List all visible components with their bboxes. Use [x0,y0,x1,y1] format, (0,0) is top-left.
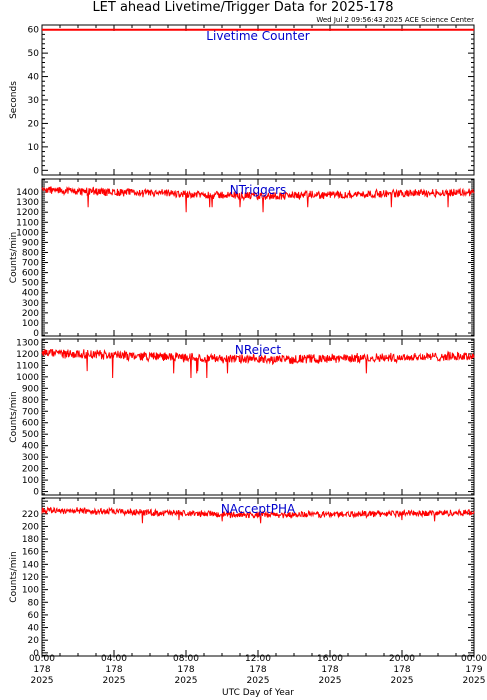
x-tick-year: 2025 [463,676,486,686]
y-tick-label: 50 [28,49,40,59]
y-tick-label: 900 [22,238,39,248]
x-tick-day: 178 [177,665,194,675]
timestamp: Wed Jul 2 09:56:43 2025 ACE Science Cent… [316,16,474,24]
y-tick-label: 80 [28,598,40,608]
y-tick-label: 220 [22,510,39,520]
y-tick-label: 500 [22,279,39,289]
y-tick-label: 60 [28,26,40,36]
x-tick-day: 178 [393,665,410,675]
x-tick-day: 179 [465,665,482,675]
y-tick-label: 1100 [16,218,39,228]
y-tick-label: 0 [33,329,39,339]
series-label: NReject [235,343,281,357]
x-tick-time: 08:00 [173,654,199,664]
y-tick-label: 100 [22,586,39,596]
y-axis-label: Seconds [9,81,19,119]
y-tick-label: 1000 [16,373,39,383]
y-tick-label: 1100 [16,361,39,371]
panel-frame [41,24,475,176]
x-axis-labels: 00:00178202504:00178202508:00178202512:0… [29,654,487,686]
y-tick-label: 1200 [16,350,39,360]
x-tick-day: 178 [321,665,338,675]
y-tick-label: 30 [28,96,40,106]
y-tick-label: 0 [33,166,39,176]
y-tick-label: 180 [22,535,39,545]
x-tick-time: 20:00 [389,654,415,664]
y-tick-label: 40 [28,73,40,83]
y-tick-label: 300 [22,453,39,463]
panel-frame [41,178,475,337]
x-tick-year: 2025 [103,676,126,686]
y-tick-label: 900 [22,384,39,394]
y-tick-label: 600 [22,419,39,429]
y-tick-label: 40 [28,624,40,634]
y-tick-label: 1300 [16,198,39,208]
y-tick-label: 140 [22,560,39,570]
y-axis-label: Counts/min [9,551,19,602]
y-tick-label: 300 [22,299,39,309]
x-tick-day: 178 [33,665,50,675]
series-label: NAcceptPHA [221,502,296,516]
y-tick-label: 0 [33,649,39,659]
y-tick-label: 700 [22,407,39,417]
figure-title: LET ahead Livetime/Trigger Data for 2025… [92,0,393,15]
data-series-line [41,186,475,213]
x-tick-time: 04:00 [101,654,127,664]
x-tick-year: 2025 [31,676,54,686]
y-tick-label: 100 [22,319,39,329]
y-tick-label: 10 [28,143,40,153]
y-tick-label: 1200 [16,208,39,218]
data-series-line [41,506,475,524]
y-tick-label: 800 [22,396,39,406]
y-tick-label: 200 [22,309,39,319]
y-tick-label: 0 [33,488,39,498]
y-tick-label: 200 [22,465,39,475]
series-label: NTriggers [230,183,287,197]
series-label: Livetime Counter [206,29,309,43]
y-axis-label: Counts/min [9,391,19,442]
y-axis-label: Counts/min [9,232,19,283]
y-tick-label: 400 [22,289,39,299]
x-tick-time: 00:00 [29,654,55,664]
x-tick-time: 16:00 [317,654,343,664]
y-tick-label: 1400 [16,188,39,198]
x-axis-title: UTC Day of Year [222,688,294,698]
y-tick-label: 60 [28,611,40,621]
panel-1: 0 10 20 30 40 50 60 Seconds Livetime Counter [9,24,475,176]
x-tick-time: 12:00 [245,654,271,664]
y-tick-label: 200 [22,522,39,532]
y-tick-label: 1000 [16,228,39,238]
panel-4: 0 20 40 60 80 100 120 140 160 180 200 220 Counts/min… [9,497,475,659]
y-tick-label: 1300 [16,338,39,348]
y-tick-label: 800 [22,248,39,258]
y-tick-label: 500 [22,430,39,440]
x-tick-year: 2025 [391,676,414,686]
y-tick-label: 20 [28,636,40,646]
y-tick-label: 100 [22,476,39,486]
x-tick-day: 178 [105,665,122,675]
y-tick-label: 120 [22,573,39,583]
y-tick-label: 400 [22,442,39,452]
panel-frame [41,497,475,657]
x-tick-day: 178 [249,665,266,675]
x-tick-year: 2025 [319,676,342,686]
data-series-line [41,348,475,379]
y-tick-label: 20 [28,119,40,129]
panel-2: 0100200300400500600700800900100011001200… [9,178,475,339]
x-tick-time: 00:00 [461,654,487,664]
x-tick-year: 2025 [175,676,198,686]
y-tick-label: 160 [22,548,39,558]
y-tick-label: 700 [22,259,39,269]
y-tick-label: 600 [22,269,39,279]
x-tick-year: 2025 [247,676,270,686]
